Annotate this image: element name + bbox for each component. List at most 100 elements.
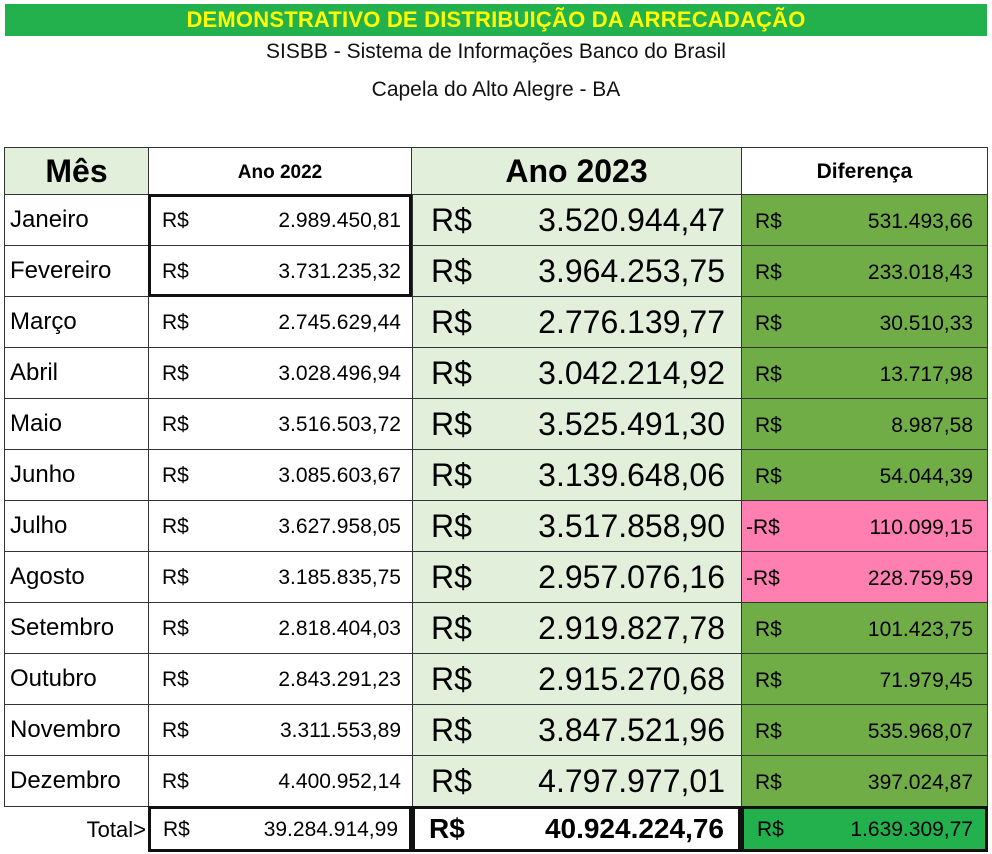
ano-2023-value: 4.797.977,01 [538, 763, 725, 799]
total-label: Total> [4, 806, 148, 852]
currency-symbol: R$ [431, 457, 472, 493]
ano-2022-cell: R$ 3.731.235,32 [148, 245, 412, 296]
ano-2023-value: 2.957.076,16 [538, 559, 725, 595]
ano-2023-cell: R$ 2.919.827,78 [412, 602, 741, 653]
ano-2023-cell: R$ 3.520.944,47 [412, 194, 741, 245]
ano-2023-cell: R$ 2.915.270,68 [412, 653, 741, 704]
ano-2023-value: 2.776.139,77 [538, 304, 725, 340]
table-row: Julho R$ 3.627.958,05 R$ 3.517.858,90 -R$ 110.… [4, 500, 988, 551]
diferenca-value: 13.717,98 [879, 363, 973, 386]
ano-2023-cell: R$ 2.957.076,16 [412, 551, 741, 602]
ano-2022-value: 2.843.291,23 [278, 668, 401, 691]
currency-symbol: R$ [429, 813, 465, 844]
ano-2022-cell: R$ 2.843.291,23 [148, 653, 412, 704]
currency-symbol: R$ [755, 669, 782, 692]
currency-symbol: R$ [431, 202, 472, 238]
table-row: Março R$ 2.745.629,44 R$ 2.776.139,77 R$ 30.51… [4, 296, 988, 347]
header-diferenca: Diferença [741, 147, 988, 194]
diferenca-cell: R$ 71.979,45 [741, 653, 988, 704]
ano-2022-cell: R$ 3.185.835,75 [148, 551, 412, 602]
table-row: Outubro R$ 2.843.291,23 R$ 2.915.270,68 R$ 71.… [4, 653, 988, 704]
month-cell: Fevereiro [4, 245, 148, 296]
table-row: Junho R$ 3.085.603,67 R$ 3.139.648,06 R$ 54.04… [4, 449, 988, 500]
total-diferenca-cell: R$ 1.639.309,77 [741, 806, 988, 852]
month-cell: Setembro [4, 602, 148, 653]
table-row: Janeiro R$ 2.989.450,81 R$ 3.520.944,47 R$ 531… [4, 194, 988, 245]
ano-2022-value: 3.731.235,32 [278, 260, 401, 283]
currency-symbol: R$ [162, 464, 189, 487]
currency-symbol: R$ [755, 414, 782, 437]
currency-symbol: R$ [757, 818, 784, 841]
ano-2023-value: 2.915.270,68 [538, 661, 725, 697]
table-row: Abril R$ 3.028.496,94 R$ 3.042.214,92 R$ 13.71… [4, 347, 988, 398]
diferenca-value: 110.099,15 [869, 516, 973, 539]
ano-2023-value: 3.525.491,30 [538, 406, 725, 442]
diferenca-cell: R$ 54.044,39 [741, 449, 988, 500]
month-cell: Junho [4, 449, 148, 500]
currency-symbol: R$ [162, 260, 189, 283]
ano-2022-cell: R$ 4.400.952,14 [148, 755, 412, 806]
ano-2023-cell: R$ 3.517.858,90 [412, 500, 741, 551]
month-cell: Março [4, 296, 148, 347]
diferenca-cell: R$ 397.024,87 [741, 755, 988, 806]
month-cell: Agosto [4, 551, 148, 602]
ano-2022-cell: R$ 2.989.450,81 [148, 194, 412, 245]
ano-2022-value: 3.311.553,89 [279, 719, 401, 742]
currency-symbol: R$ [162, 770, 189, 793]
diferenca-cell: R$ 535.968,07 [741, 704, 988, 755]
ano-2022-cell: R$ 3.516.503,72 [148, 398, 412, 449]
diferenca-value: 531.493,66 [867, 210, 973, 233]
currency-symbol: R$ [162, 719, 189, 742]
total-2022-value: 39.284.914,99 [263, 818, 398, 841]
total-row: Total> R$ 39.284.914,99 R$ 40.924.224,76… [4, 806, 988, 852]
header-mes: Mês [4, 147, 148, 194]
ano-2022-cell: R$ 2.745.629,44 [148, 296, 412, 347]
month-cell: Janeiro [4, 194, 148, 245]
ano-2022-value: 3.085.603,67 [278, 464, 401, 487]
diferenca-value: 228.759,59 [867, 567, 973, 590]
currency-symbol: R$ [431, 712, 472, 748]
municipality-subtitle: Capela do Alto Alegre - BA [371, 78, 621, 101]
ano-2023-cell: R$ 3.042.214,92 [412, 347, 741, 398]
ano-2023-cell: R$ 4.797.977,01 [412, 755, 741, 806]
diferenca-value: 535.968,07 [867, 720, 973, 743]
ano-2022-value: 3.028.496,94 [278, 362, 401, 385]
ano-2023-value: 3.520.944,47 [538, 202, 725, 238]
currency-symbol: R$ [755, 720, 782, 743]
total-2022-cell: R$ 39.284.914,99 [148, 806, 412, 852]
table-row: Dezembro R$ 4.400.952,14 R$ 4.797.977,01 R$ 39… [4, 755, 988, 806]
currency-symbol: R$ [162, 566, 189, 589]
diferenca-value: 101.423,75 [867, 618, 973, 641]
ano-2022-value: 3.627.958,05 [278, 515, 401, 538]
month-cell: Abril [4, 347, 148, 398]
ano-2022-cell: R$ 3.311.553,89 [148, 704, 412, 755]
currency-symbol: R$ [431, 661, 472, 697]
currency-symbol: R$ [162, 209, 189, 232]
ano-2023-cell: R$ 3.139.648,06 [412, 449, 741, 500]
header-ano-2022: Ano 2022 [148, 147, 412, 194]
ano-2023-value: 3.139.648,06 [538, 457, 725, 493]
currency-symbol: R$ [755, 210, 782, 233]
ano-2022-cell: R$ 3.627.958,05 [148, 500, 412, 551]
currency-symbol: R$ [431, 559, 472, 595]
report-title-banner: DEMONSTRATIVO DE DISTRIBUIÇÃO DA ARRECAD… [5, 4, 987, 36]
diferenca-cell: R$ 8.987,58 [741, 398, 988, 449]
table-row: Agosto R$ 3.185.835,75 R$ 2.957.076,16 -R$ 228… [4, 551, 988, 602]
month-cell: Novembro [4, 704, 148, 755]
currency-symbol: R$ [431, 355, 472, 391]
ano-2023-value: 3.964.253,75 [538, 253, 725, 289]
ano-2022-cell: R$ 3.085.603,67 [148, 449, 412, 500]
source-subtitle: SISBB - Sistema de Informações Banco do … [266, 40, 726, 63]
currency-symbol: R$ [755, 618, 782, 641]
currency-symbol: R$ [162, 617, 189, 640]
diferenca-value: 30.510,33 [879, 312, 973, 335]
currency-symbol: -R$ [746, 567, 780, 590]
currency-symbol: R$ [163, 818, 190, 841]
diferenca-cell: R$ 30.510,33 [741, 296, 988, 347]
currency-symbol: R$ [755, 312, 782, 335]
ano-2022-cell: R$ 2.818.404,03 [148, 602, 412, 653]
currency-symbol: R$ [755, 465, 782, 488]
ano-2022-value: 4.400.952,14 [278, 770, 401, 793]
ano-2023-cell: R$ 3.847.521,96 [412, 704, 741, 755]
table-row: Fevereiro R$ 3.731.235,32 R$ 3.964.253,75 R$ 2… [4, 245, 988, 296]
